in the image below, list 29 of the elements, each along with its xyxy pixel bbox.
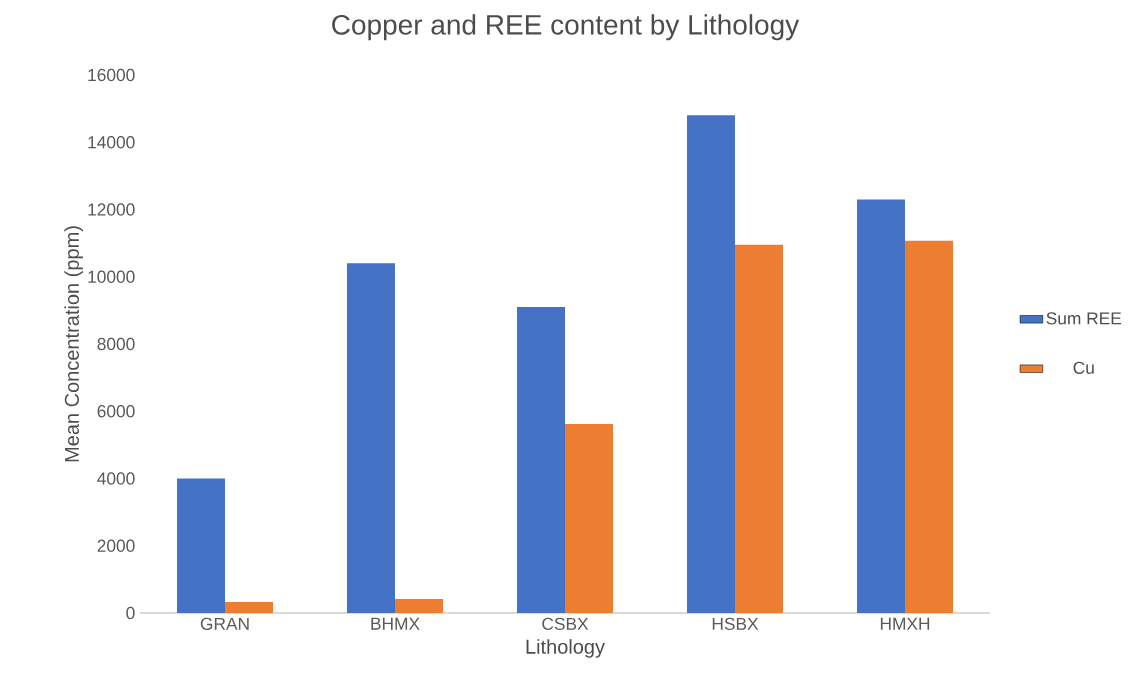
bar [517,307,565,613]
legend-label: Sum REE [1046,312,1122,325]
x-tick-label: HSBX [712,617,759,630]
bar [857,199,905,613]
y-tick-label: 2000 [97,539,135,552]
y-tick-label: 0 [126,606,135,620]
y-tick-label: 10000 [88,270,135,283]
y-tick-label: 8000 [97,337,135,351]
x-axis-title: Lithology [526,639,605,658]
x-tick-label: CSBX [542,617,589,630]
y-tick-label: 14000 [88,136,135,149]
bar [225,601,273,613]
x-tick-label: BHMX [371,617,420,630]
bar [905,240,953,613]
bar [687,115,735,613]
bar [395,598,443,613]
legend-label: Cu [1073,361,1094,374]
y-tick-label: 4000 [97,472,135,485]
y-tick-label: 6000 [97,405,135,418]
y-tick-label: 16000 [88,68,135,82]
x-tick-label: HMXH [880,617,930,630]
x-tick-label: GRAN [200,617,249,630]
bar [735,244,783,613]
bar [565,424,613,613]
bar [177,478,225,613]
chart-title: Copper and REE content by Lithology [332,14,800,41]
bar [347,263,395,613]
y-axis-title: Mean Concentration (ppm) [64,226,83,462]
y-tick-label: 12000 [88,203,135,216]
